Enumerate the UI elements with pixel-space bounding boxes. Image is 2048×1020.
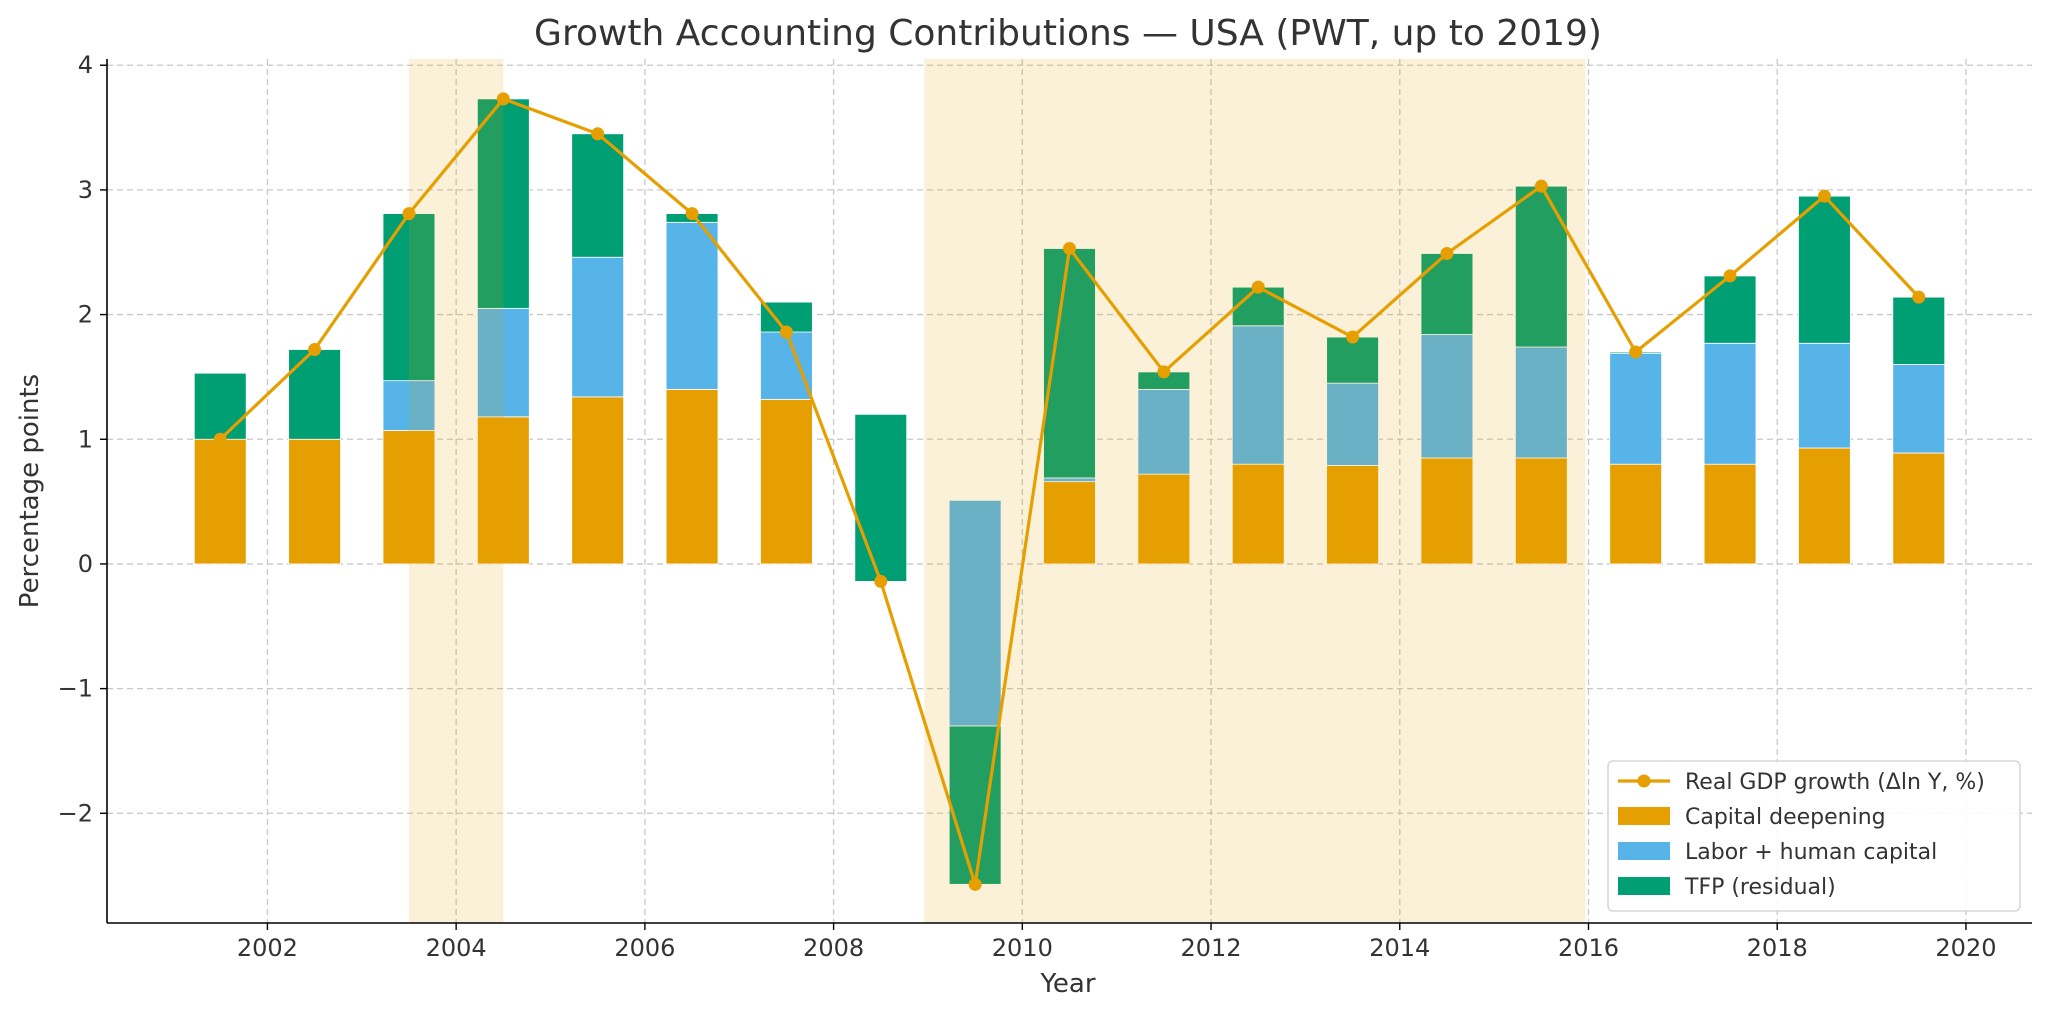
gdp-growth-point — [496, 92, 510, 106]
x-tick-label: 2002 — [237, 934, 298, 962]
gdp-growth-point — [1063, 242, 1076, 256]
x-tick-label: 2014 — [1369, 934, 1430, 962]
capital-deepening-bar — [1514, 457, 1568, 565]
x-tick-label: 2006 — [614, 934, 675, 962]
gdp-growth-point — [1629, 345, 1643, 359]
tfp-bar — [288, 349, 341, 440]
gdp-growth-point — [308, 342, 322, 356]
capital-deepening-bar — [1703, 463, 1757, 565]
gdp-growth-point — [779, 325, 793, 339]
gdp-growth-point — [685, 207, 699, 221]
tfp-bar — [193, 372, 247, 440]
legend-marker — [1637, 774, 1651, 788]
gdp-growth-point — [1157, 365, 1171, 379]
tfp-bar — [948, 725, 1002, 885]
bars — [193, 98, 1946, 885]
legend-label: Capital deepening — [1685, 805, 1886, 830]
labor-human-capital-bar — [1137, 388, 1191, 475]
tfp-bar — [1798, 195, 1851, 344]
gdp-growth-point — [402, 207, 416, 221]
gdp-growth-point — [591, 127, 605, 141]
x-tick-label: 2012 — [1181, 934, 1242, 962]
y-tick-label: 0 — [78, 550, 93, 578]
legend: Real GDP growth (Δln Y, %) Capital deepen… — [1607, 760, 2021, 912]
tfp-bar — [1892, 296, 1946, 365]
labor-human-capital-bar — [1420, 334, 1474, 459]
capital-deepening-bar — [1231, 463, 1285, 565]
y-tick-label: 4 — [78, 51, 93, 79]
y-axis-label: Percentage points — [15, 374, 45, 608]
legend-swatch — [1618, 877, 1670, 895]
legend-label: Labor + human capital — [1685, 840, 1937, 865]
tfp-bar — [1703, 275, 1757, 344]
chart-title: Growth Accounting Contributions — USA (P… — [534, 13, 1602, 54]
x-tick-label: 2010 — [992, 934, 1053, 962]
gdp-growth-point — [968, 877, 982, 891]
capital-deepening-bar — [382, 430, 436, 565]
labor-human-capital-bar — [1703, 342, 1757, 465]
labor-human-capital-bar — [571, 256, 625, 398]
capital-deepening-bar — [476, 416, 530, 565]
gdp-growth-point — [874, 574, 888, 588]
capital-deepening-bar — [1798, 447, 1851, 565]
capital-deepening-bar — [1609, 463, 1663, 565]
gdp-growth-point — [1912, 290, 1926, 304]
tfp-bar — [476, 98, 530, 309]
axes: 2002 2004 2006 2008 2010 2012 2014 2016 2018 2020… — [58, 51, 2032, 962]
capital-deepening-bar — [571, 396, 625, 565]
gdp-growth-point — [1723, 269, 1737, 283]
gdp-growth-point — [1534, 179, 1548, 193]
y-tick-label: 3 — [78, 176, 93, 204]
capital-deepening-bar — [1326, 465, 1379, 565]
labor-human-capital-bar — [948, 499, 1002, 727]
legend-swatch — [1618, 842, 1670, 860]
gdp-growth-point — [1440, 246, 1454, 260]
gdp-line — [213, 92, 1926, 891]
tfp-bar — [1326, 336, 1379, 384]
x-tick-label: 2004 — [426, 934, 487, 962]
tfp-bar — [571, 133, 625, 258]
x-tick-label: 2018 — [1747, 934, 1808, 962]
gdp-growth-point — [213, 432, 227, 446]
labor-human-capital-bar — [665, 221, 719, 390]
labor-human-capital-bar — [1609, 352, 1663, 465]
capital-deepening-bar — [665, 388, 719, 565]
tfp-bar — [1514, 185, 1568, 348]
gdp-growth-point — [1251, 280, 1265, 294]
gdp-growth-point — [1817, 189, 1831, 203]
capital-deepening-bar — [1892, 452, 1946, 565]
capital-deepening-bar — [1043, 481, 1096, 565]
legend-box — [1607, 760, 2021, 912]
capital-deepening-bar — [1420, 457, 1474, 565]
labor-human-capital-bar — [382, 380, 436, 431]
gdp-growth-point — [1346, 330, 1360, 344]
capital-deepening-bar — [288, 438, 341, 565]
x-tick-label: 2020 — [1935, 934, 1996, 962]
x-tick-label: 2016 — [1558, 934, 1619, 962]
x-tick-label: 2008 — [803, 934, 864, 962]
y-tick-label: 1 — [78, 425, 93, 453]
x-axis-label: Year — [1039, 969, 1095, 999]
tfp-bar — [854, 413, 908, 582]
y-tick-label: −2 — [58, 799, 93, 827]
legend-swatch — [1618, 807, 1670, 825]
y-tick-label: −1 — [58, 675, 93, 703]
legend-label: TFP (residual) — [1684, 875, 1836, 900]
labor-human-capital-bar — [476, 307, 530, 418]
labor-human-capital-bar — [1892, 364, 1946, 454]
shaded-period — [924, 59, 1586, 923]
capital-deepening-bar — [760, 398, 813, 565]
labor-human-capital-bar — [1798, 342, 1851, 449]
legend-label: Real GDP growth (Δln Y, %) — [1685, 770, 1985, 795]
y-tick-label: 2 — [78, 301, 93, 329]
shaded-period — [408, 59, 504, 923]
